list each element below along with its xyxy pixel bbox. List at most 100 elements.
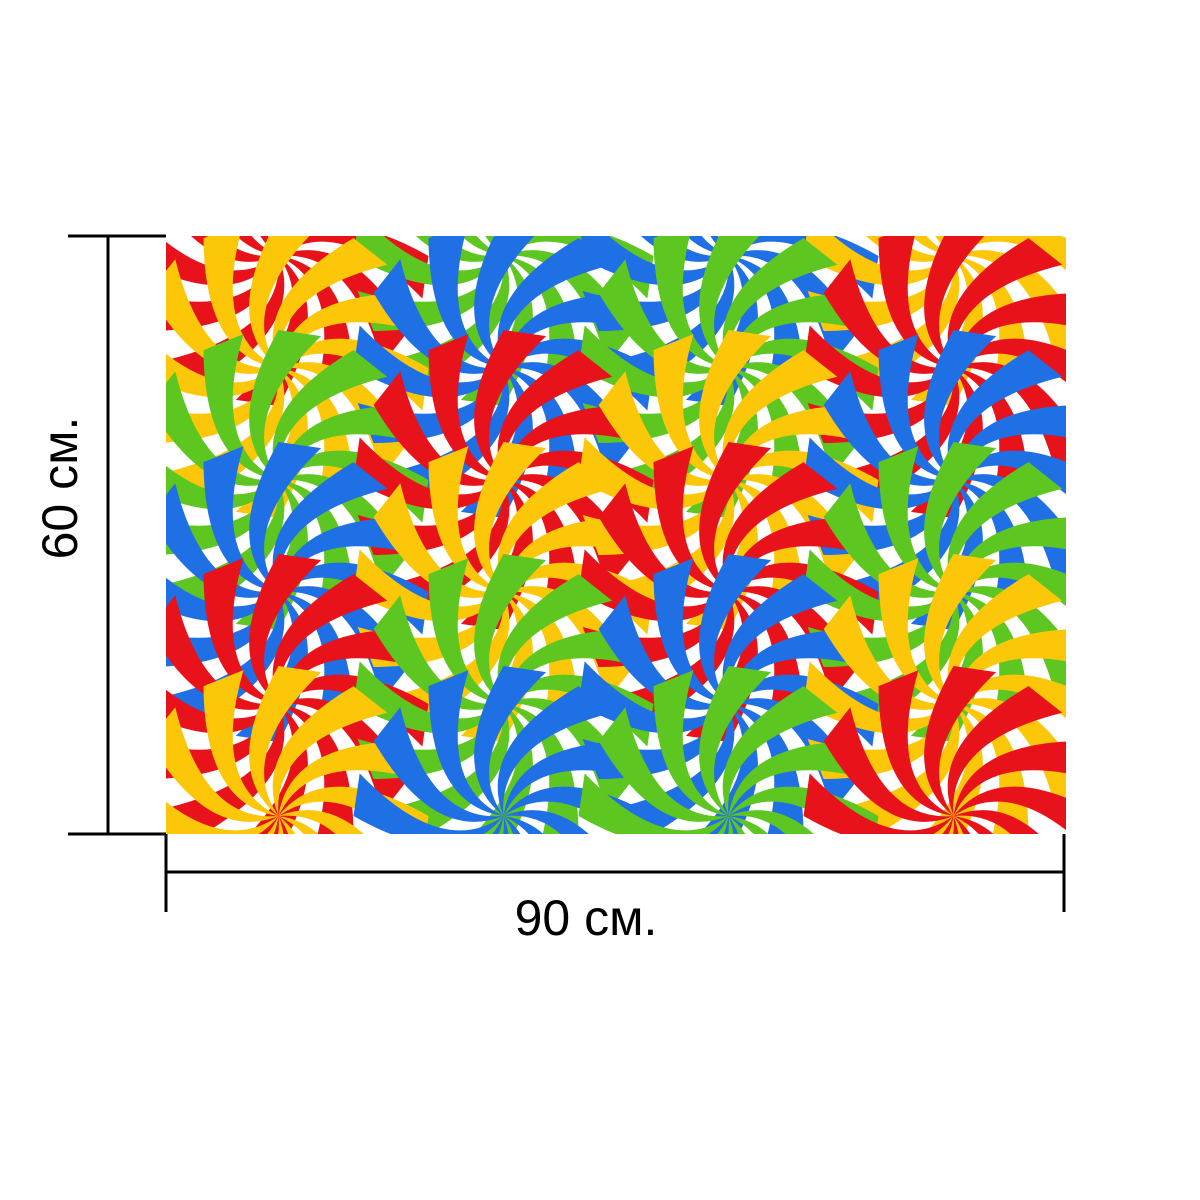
swirl-blade <box>166 689 279 734</box>
swirl-blade <box>497 574 613 704</box>
swirl-blade <box>474 236 535 368</box>
swirl-blade <box>166 241 279 286</box>
swirl-blade <box>878 236 954 368</box>
swirl-blade <box>272 686 388 816</box>
swirl-blade <box>428 334 504 480</box>
swirl-blade <box>249 330 322 480</box>
swirl-blade <box>503 250 634 365</box>
swirl-blade <box>953 816 994 834</box>
swirl-blade <box>474 666 547 816</box>
swirl-blade <box>503 362 634 477</box>
swirl-blade <box>278 810 364 834</box>
swirl-blade <box>728 698 859 813</box>
swirl-blade <box>272 462 388 592</box>
swirl-blade <box>803 773 954 834</box>
swirl-blade <box>878 558 954 704</box>
swirl-blade <box>924 666 997 816</box>
height-label: 60 см. <box>32 416 88 560</box>
swirl-blade <box>947 462 1063 592</box>
swirl-blade <box>166 353 279 398</box>
swirl-blade <box>203 446 279 592</box>
swirl-blade <box>203 670 279 816</box>
swirl-blade <box>166 259 279 374</box>
swirl-blade <box>953 816 959 834</box>
swirl-blade <box>953 474 1066 589</box>
swirl-blade <box>278 474 409 589</box>
swirl-blade <box>166 592 279 667</box>
swirl-blade <box>503 816 521 834</box>
swirl-blade <box>497 350 613 480</box>
swirl-blade <box>878 670 954 816</box>
swirl-blade <box>653 446 729 592</box>
swirl-blade <box>803 661 954 734</box>
swirl-blade <box>497 462 613 592</box>
swirl-blade <box>503 816 509 834</box>
swirl-blade <box>728 816 769 834</box>
swirl-blade <box>823 371 954 486</box>
swirl-blade <box>249 554 322 704</box>
swirl-blade <box>578 661 729 734</box>
swirl-blade <box>722 462 838 592</box>
swirl-blade <box>278 816 319 834</box>
swirl-blade <box>428 236 504 368</box>
swirl-blade <box>878 334 954 480</box>
swirl-pattern <box>166 236 1066 834</box>
swirl-blade <box>722 686 838 816</box>
swirl-blade <box>823 595 954 710</box>
swirl-blade <box>803 325 954 398</box>
swirl-blade <box>353 549 504 622</box>
swirl-blade <box>924 554 997 704</box>
swirl-blade <box>492 816 504 834</box>
swirl-blade <box>942 816 954 834</box>
swirl-blade <box>653 334 729 480</box>
swirl-blade <box>267 816 279 834</box>
swirl-blade <box>166 704 279 779</box>
swirl-blade <box>598 483 729 598</box>
swirl-blade <box>278 586 409 701</box>
swirl-blade <box>166 256 279 331</box>
swirl-blade <box>699 666 772 816</box>
swirl-blade <box>803 549 954 622</box>
swirl-blade <box>166 480 279 555</box>
swirl-blade <box>166 595 279 710</box>
swirl-blade <box>953 698 1066 813</box>
swirl-blade <box>503 698 634 813</box>
swirl-blade <box>474 442 547 592</box>
swirl-blade <box>249 236 310 368</box>
swirl-blade <box>272 238 388 368</box>
swirl-blade <box>598 371 729 486</box>
swirl-blade <box>953 405 1066 480</box>
swirl-blade <box>278 816 296 834</box>
swirl-blade <box>203 334 279 480</box>
swirl-blade <box>953 786 1066 831</box>
swirl-blade <box>823 707 954 822</box>
swirl-blade <box>578 437 729 510</box>
swirl-blade <box>278 816 284 834</box>
swirl-blade <box>803 437 954 510</box>
swirl-blade <box>249 442 322 592</box>
swirl-blade <box>428 446 504 592</box>
swirl-blade <box>953 741 1066 816</box>
swirl-blade <box>474 554 547 704</box>
swirl-blade <box>353 661 504 734</box>
swirl-blade <box>653 558 729 704</box>
swirl-blade <box>717 816 729 834</box>
swirl-blade <box>203 236 279 368</box>
swirl-blade <box>823 483 954 598</box>
pinwheel-red <box>803 666 1066 834</box>
swirl-blade <box>578 549 729 622</box>
swirl-blade <box>373 259 504 374</box>
swirl-blade <box>272 350 388 480</box>
swirl-blade <box>598 595 729 710</box>
swirl-blade <box>278 362 409 477</box>
swirl-blade <box>578 325 729 398</box>
swirl-blade <box>953 810 1039 834</box>
swirl-blade <box>428 558 504 704</box>
swirl-blade <box>728 362 859 477</box>
swirl-blade <box>699 330 772 480</box>
swirl-blade <box>947 238 1063 368</box>
swirl-blade <box>947 350 1063 480</box>
swirl-blade <box>924 236 985 368</box>
swirl-blade <box>166 801 279 834</box>
